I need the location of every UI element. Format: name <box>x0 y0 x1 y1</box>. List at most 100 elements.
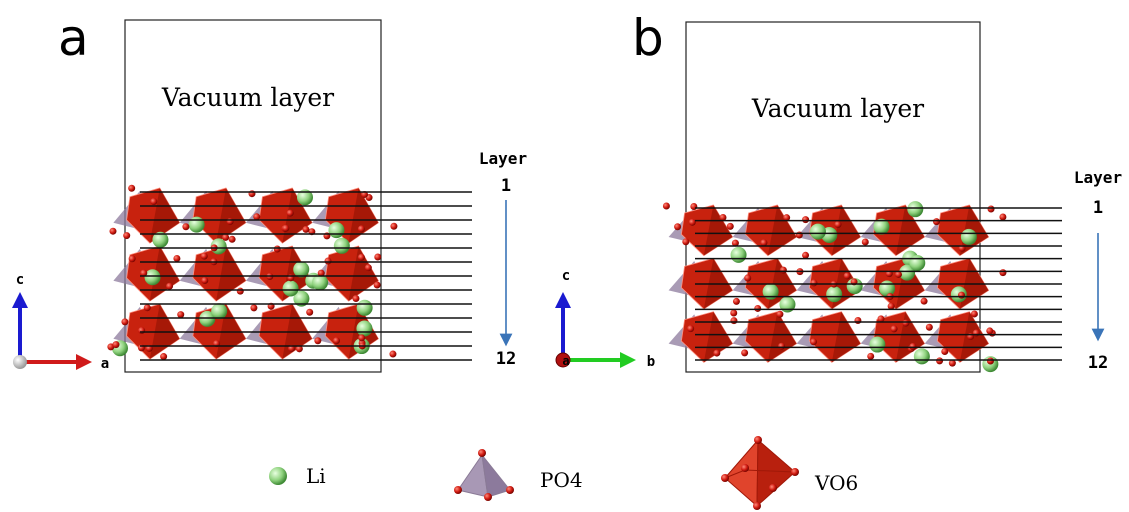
li-atom <box>211 303 227 319</box>
o-atom <box>682 238 689 245</box>
o-atom <box>123 232 130 239</box>
li-atom <box>731 247 747 263</box>
o-atom <box>374 281 381 288</box>
o-atom <box>999 269 1006 276</box>
o-atom <box>302 226 309 233</box>
o-atom <box>390 223 397 230</box>
layer-first: 1 <box>501 176 511 196</box>
o-atom <box>282 225 289 232</box>
li-atom <box>312 274 328 290</box>
o-atom <box>129 255 136 262</box>
li-atom <box>145 269 161 285</box>
o-atom <box>844 272 851 279</box>
layer-title: Layer <box>1074 168 1122 187</box>
vacuum-label: Vacuum layer <box>751 94 924 123</box>
li-atom <box>914 348 930 364</box>
o-atom <box>933 218 940 225</box>
axis-label: a <box>101 356 109 372</box>
o-atom <box>741 349 748 356</box>
o-atom <box>287 210 294 217</box>
li-atom <box>909 255 925 271</box>
panel-label: a <box>58 9 89 67</box>
li-atom <box>961 229 977 245</box>
o-atom <box>986 327 993 334</box>
o-atom <box>987 358 994 365</box>
axis-origin <box>13 355 27 369</box>
o-atom <box>358 254 365 261</box>
li-atom <box>826 286 842 302</box>
o-atom <box>744 275 751 282</box>
o-atom <box>128 185 135 192</box>
o-atom <box>778 343 785 350</box>
o-atom <box>834 221 841 228</box>
panel-label: b <box>632 9 664 67</box>
li-atom <box>357 300 373 316</box>
o-atom <box>690 203 697 210</box>
o-atom <box>687 325 694 332</box>
o-atom <box>867 353 874 360</box>
o-atom <box>150 198 157 205</box>
o-atom <box>776 311 783 318</box>
o-atom <box>909 343 916 350</box>
o-atom <box>730 309 737 316</box>
o-atom <box>173 255 180 262</box>
layer-last: 12 <box>496 349 516 369</box>
o-atom <box>274 246 281 253</box>
legend: Li PO4 VO6 <box>269 436 858 510</box>
o-atom <box>229 236 236 243</box>
o-atom <box>166 283 173 290</box>
axis-c-head <box>555 292 571 308</box>
o-atom <box>138 327 145 334</box>
o-atom <box>760 239 767 246</box>
o-atom <box>941 348 948 355</box>
o-atom <box>796 232 803 239</box>
o-atom <box>365 264 372 271</box>
o-atom <box>936 357 943 364</box>
li-atom <box>334 238 350 254</box>
o-atom <box>358 225 365 232</box>
o-atom <box>921 298 928 305</box>
o-atom <box>754 305 761 312</box>
o-atom <box>727 223 734 230</box>
o-atom <box>999 214 1006 221</box>
li-atom <box>189 217 205 233</box>
o-atom <box>324 258 331 265</box>
layer-first: 1 <box>1093 198 1103 218</box>
o-atom <box>306 309 313 316</box>
crystal-structure <box>107 185 397 360</box>
o-atom <box>674 223 681 230</box>
o-atom <box>177 311 184 318</box>
o-atom <box>713 350 720 357</box>
o-atom <box>689 219 696 226</box>
li-atom <box>328 222 344 238</box>
axis-b-head <box>620 352 636 368</box>
o-atom <box>780 267 787 274</box>
li-atom <box>810 224 826 240</box>
o-atom <box>389 351 396 358</box>
legend-vo6-icon <box>721 436 799 510</box>
o-atom <box>902 320 909 327</box>
o-atom <box>160 353 167 360</box>
li-atom <box>293 261 309 277</box>
legend-label: Li <box>306 464 326 488</box>
o-atom <box>810 279 817 286</box>
legend-li-icon <box>269 467 287 485</box>
o-atom <box>374 254 381 261</box>
axis-label: b <box>647 354 655 370</box>
crystal-structure <box>663 201 1007 372</box>
o-atom <box>358 334 365 341</box>
o-atom <box>250 304 257 311</box>
o-atom <box>802 216 809 223</box>
o-atom <box>121 318 128 325</box>
o-atom <box>112 341 119 348</box>
o-atom <box>988 206 995 213</box>
o-atom <box>733 298 740 305</box>
o-atom <box>854 317 861 324</box>
li-atom <box>356 320 372 336</box>
panel-a: a Vacuum layer Layer 1 12 c a <box>12 9 527 372</box>
li-atom <box>869 337 885 353</box>
o-atom <box>891 325 898 332</box>
axis-a-head <box>76 354 92 370</box>
axis-label: c <box>16 272 24 288</box>
o-atom <box>971 310 978 317</box>
